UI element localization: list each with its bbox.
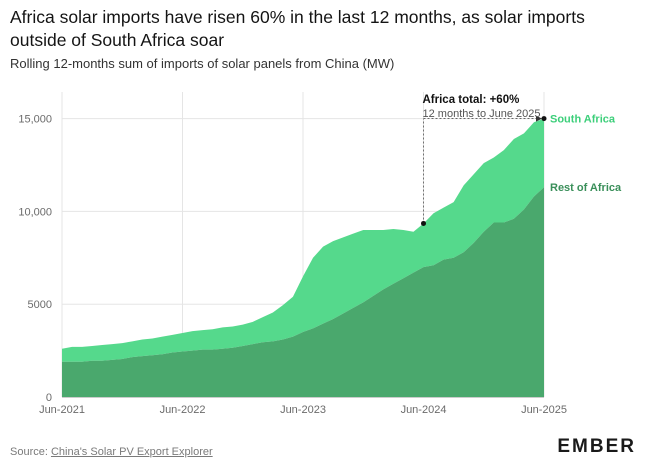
chart-title: Africa solar imports have risen 60% in t…	[10, 7, 585, 50]
annotation-subtitle: 12 months to June 2025	[423, 108, 541, 120]
annotation-end-point	[541, 116, 547, 122]
y-tick-label: 5000	[28, 299, 52, 311]
source-prefix: Source:	[10, 446, 51, 458]
x-tick-label: Jun-2023	[280, 404, 326, 416]
x-tick-label: Jun-2022	[160, 404, 206, 416]
series-label-south-africa: South Africa	[550, 114, 616, 126]
y-tick-label: 15,000	[18, 114, 52, 126]
annotation-title: Africa total: +60%	[423, 94, 520, 106]
area-rest-of-africa	[62, 187, 544, 397]
chart-subtitle: Rolling 12-months sum of imports of sola…	[10, 56, 395, 71]
x-tick-label: Jun-2024	[401, 404, 447, 416]
y-tick-label: 10,000	[18, 206, 52, 218]
area-south-africa	[62, 118, 544, 362]
ember-logo: EMBER	[557, 436, 636, 457]
series-label-rest-of-africa: Rest of Africa	[550, 182, 622, 194]
source-note: Source: China's Solar PV Export Explorer	[10, 446, 213, 458]
annotation-arrowhead	[536, 115, 542, 122]
x-tick-label: Jun-2021	[39, 404, 85, 416]
y-tick-label: 0	[46, 392, 52, 404]
annotation-start-point	[421, 220, 426, 226]
source-link[interactable]: China's Solar PV Export Explorer	[50, 446, 213, 458]
x-tick-label: Jun-2025	[521, 404, 567, 416]
